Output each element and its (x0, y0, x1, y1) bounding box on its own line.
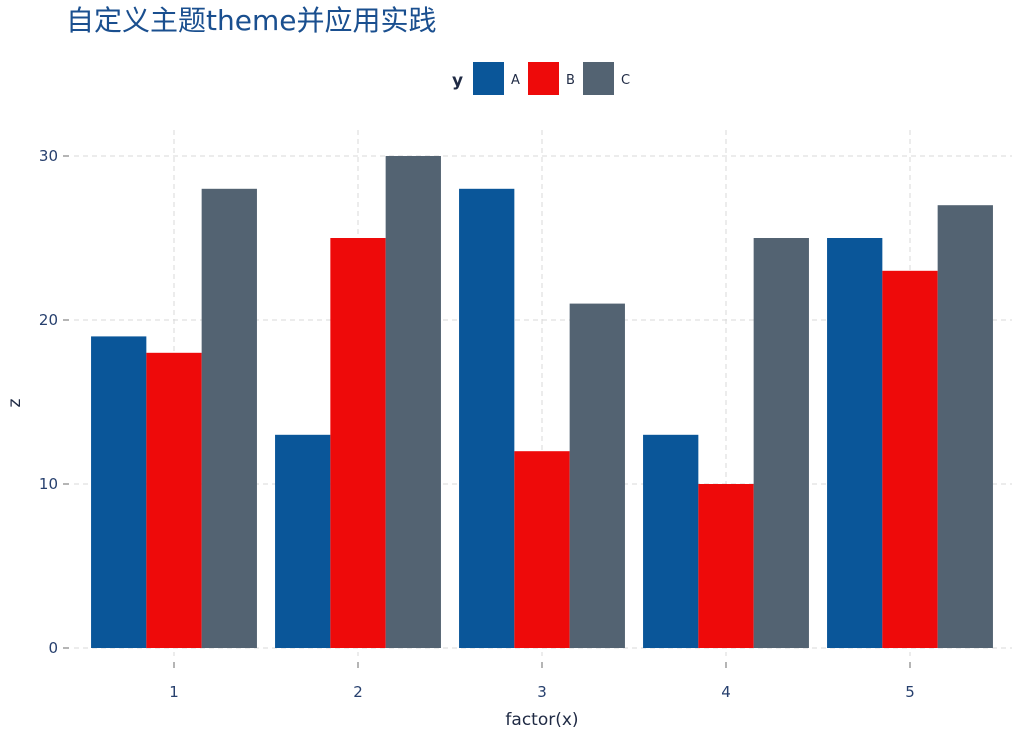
legend-label-C: C (621, 73, 630, 88)
bar-A-5 (827, 238, 883, 648)
bar-C-4 (753, 238, 809, 648)
x-tick-label: 5 (905, 683, 915, 701)
bar-C-2 (385, 156, 441, 648)
bar-B-2 (330, 238, 386, 648)
x-tick-label: 3 (537, 683, 547, 701)
y-tick-label: 0 (48, 639, 58, 657)
legend-title: y (452, 71, 463, 91)
legend-key-B (528, 62, 559, 95)
bar-C-1 (201, 188, 257, 649)
bars (91, 156, 993, 649)
x-axis: 1 2 3 4 5 (169, 662, 915, 701)
x-axis-title: factor(x) (505, 710, 578, 730)
bar-A-2 (275, 434, 331, 648)
y-tick-label: 20 (39, 311, 58, 329)
legend-key-A (473, 62, 504, 95)
y-tick-label: 10 (39, 475, 58, 493)
y-tick-label: 30 (39, 147, 58, 165)
bar-B-1 (146, 352, 202, 648)
legend-label-B: B (566, 73, 575, 88)
bar-C-5 (937, 205, 993, 648)
x-tick-label: 4 (721, 683, 731, 701)
bar-A-1 (91, 336, 147, 648)
legend-key-C (583, 62, 614, 95)
bar-B-4 (698, 484, 754, 648)
x-tick-label: 1 (169, 683, 179, 701)
bar-A-4 (643, 434, 699, 648)
bar-A-3 (459, 188, 515, 649)
chart-title: 自定义主题theme并应用实践 (66, 4, 436, 37)
bar-B-5 (882, 270, 938, 648)
y-axis-title: z (5, 398, 25, 407)
bar-B-3 (514, 451, 570, 648)
legend-label-A: A (511, 73, 520, 88)
y-axis: 0 10 20 30 (39, 147, 69, 657)
bar-C-3 (569, 303, 625, 648)
x-tick-label: 2 (353, 683, 363, 701)
